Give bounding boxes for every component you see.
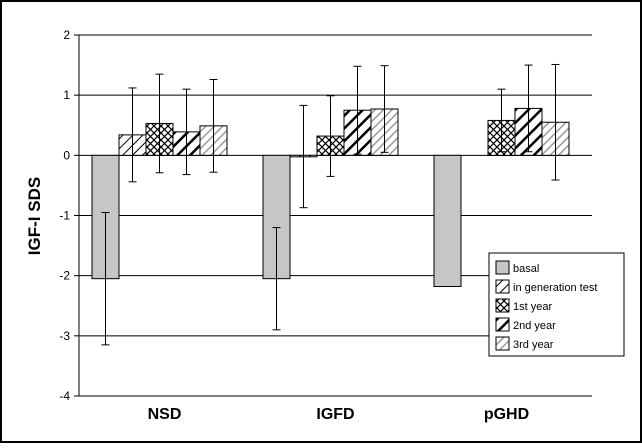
bar-pghd-0 (433, 154, 462, 287)
legend-label: in generation test (513, 282, 597, 294)
legend-label: 1st year (513, 301, 552, 313)
legend-label: basal (513, 263, 539, 275)
legend-swatch (495, 317, 510, 332)
x-category-label: pGHD (484, 406, 529, 423)
y-axis-title: IGF-I SDS (25, 177, 44, 255)
legend-box (488, 252, 625, 357)
y-tick-label: -2 (59, 269, 70, 283)
y-tick-label: 2 (63, 28, 70, 42)
y-tick-label: 0 (63, 148, 70, 162)
axis-layer: 2 1 0 -1 -2 -3 -4 NSD IGFD pGHD (59, 28, 529, 423)
legend-label: 3rd year (513, 339, 554, 351)
y-tick-label: -3 (59, 329, 70, 343)
y-tick-label: 1 (63, 88, 70, 102)
legend: basal in generation test 1st year 2nd year 3… (488, 252, 625, 357)
legend-swatch (495, 298, 510, 313)
x-category-label: NSD (148, 406, 182, 423)
legend-swatch (495, 260, 510, 275)
y-tick-label: -4 (59, 389, 70, 403)
bars-layer (91, 63, 570, 346)
legend-label: 2nd year (513, 320, 556, 332)
legend-swatch (495, 336, 510, 351)
legend-swatch (495, 279, 510, 294)
x-category-label: IGFD (316, 406, 354, 423)
y-tick-label: -1 (59, 209, 70, 223)
